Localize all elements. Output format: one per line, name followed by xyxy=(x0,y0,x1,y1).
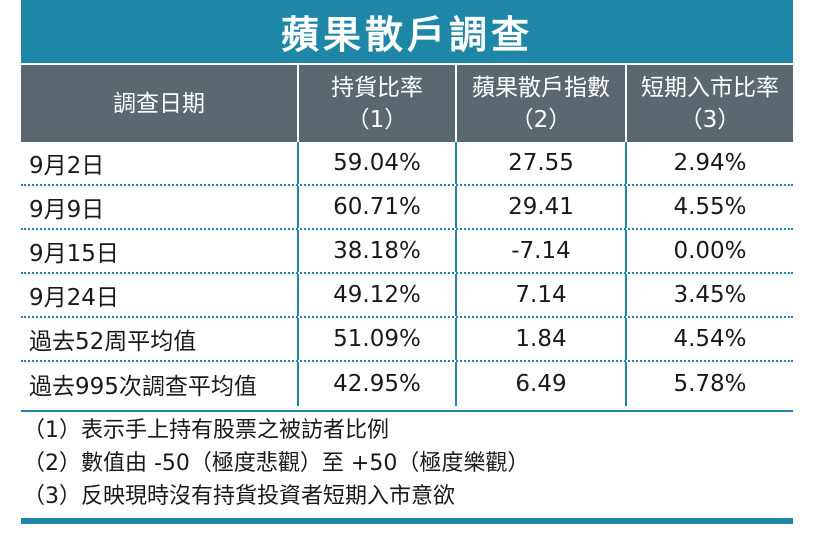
header-holding-ratio-note: （1） xyxy=(346,106,408,133)
cell-index: 27.55 xyxy=(455,142,625,184)
cell-date: 9月24日 xyxy=(29,285,119,311)
cell-index: 1.84 xyxy=(455,318,625,360)
header-entry-ratio: 短期入市比率 （3） xyxy=(625,65,793,142)
table-row: 過去995次調查平均值 42.95% 6.49 5.78% xyxy=(21,362,793,406)
cell-index: 29.41 xyxy=(455,186,625,228)
cell-entry: 2.94% xyxy=(625,142,793,184)
header-retail-index-note: （2） xyxy=(510,106,572,133)
table-title: 蘋果散戶調查 xyxy=(280,13,533,57)
cell-index: 6.49 xyxy=(455,362,625,406)
table-row: 9月9日 60.71% 29.41 4.55% xyxy=(21,186,793,230)
header-retail-index-label: 蘋果散戶指數 xyxy=(472,74,610,101)
notes-divider xyxy=(21,410,793,412)
header-holding-ratio: 持貨比率 （1） xyxy=(297,65,455,142)
header-holding-ratio-label: 持貨比率 xyxy=(331,74,423,101)
cell-entry: 0.00% xyxy=(625,230,793,272)
footnote-2: （2）數值由 -50（極度悲觀）至 +50（極度樂觀） xyxy=(23,451,530,476)
header-date: 調查日期 xyxy=(21,65,297,142)
cell-date: 過去52周平均值 xyxy=(29,329,197,355)
cell-holding: 42.95% xyxy=(297,362,455,406)
table-row: 9月24日 49.12% 7.14 3.45% xyxy=(21,274,793,318)
survey-table-panel: 蘋果散戶調查 調查日期 持貨比率 （1） 蘋果散戶指數 （2） 短期入市比率 （… xyxy=(21,0,793,533)
header-retail-index: 蘋果散戶指數 （2） xyxy=(455,65,625,142)
header-entry-ratio-note: （3） xyxy=(679,106,741,133)
cell-date: 9月2日 xyxy=(29,153,105,179)
header-entry-ratio-label: 短期入市比率 xyxy=(641,74,779,101)
cell-index: -7.14 xyxy=(455,230,625,272)
table-row: 9月15日 38.18% -7.14 0.00% xyxy=(21,230,793,274)
footnote-3: （3）反映現時沒有持貨投資者短期入市意欲 xyxy=(23,484,455,509)
cell-index: 7.14 xyxy=(455,274,625,316)
table-body: 9月2日 59.04% 27.55 2.94% 9月9日 60.71% 29.4… xyxy=(21,142,793,410)
table-header: 調查日期 持貨比率 （1） 蘋果散戶指數 （2） 短期入市比率 （3） xyxy=(21,65,793,142)
cell-date: 9月15日 xyxy=(29,241,119,267)
cell-entry: 4.55% xyxy=(625,186,793,228)
footnote-1: （1）表示手上持有股票之被訪者比例 xyxy=(23,418,389,443)
table-row: 過去52周平均值 51.09% 1.84 4.54% xyxy=(21,318,793,362)
cell-date: 過去995次調查平均值 xyxy=(29,374,257,400)
cell-date: 9月9日 xyxy=(29,197,105,223)
footnotes: （1）表示手上持有股票之被訪者比例 （2）數值由 -50（極度悲觀）至 +50（… xyxy=(23,414,793,513)
cell-holding: 60.71% xyxy=(297,186,455,228)
cell-holding: 59.04% xyxy=(297,142,455,184)
cell-entry: 5.78% xyxy=(625,362,793,406)
table-row: 9月2日 59.04% 27.55 2.94% xyxy=(21,142,793,186)
bottom-bar xyxy=(21,518,793,524)
header-date-label: 調查日期 xyxy=(113,90,205,117)
cell-entry: 3.45% xyxy=(625,274,793,316)
title-bar: 蘋果散戶調查 xyxy=(21,0,793,63)
cell-entry: 4.54% xyxy=(625,318,793,360)
cell-holding: 49.12% xyxy=(297,274,455,316)
cell-holding: 51.09% xyxy=(297,318,455,360)
cell-holding: 38.18% xyxy=(297,230,455,272)
